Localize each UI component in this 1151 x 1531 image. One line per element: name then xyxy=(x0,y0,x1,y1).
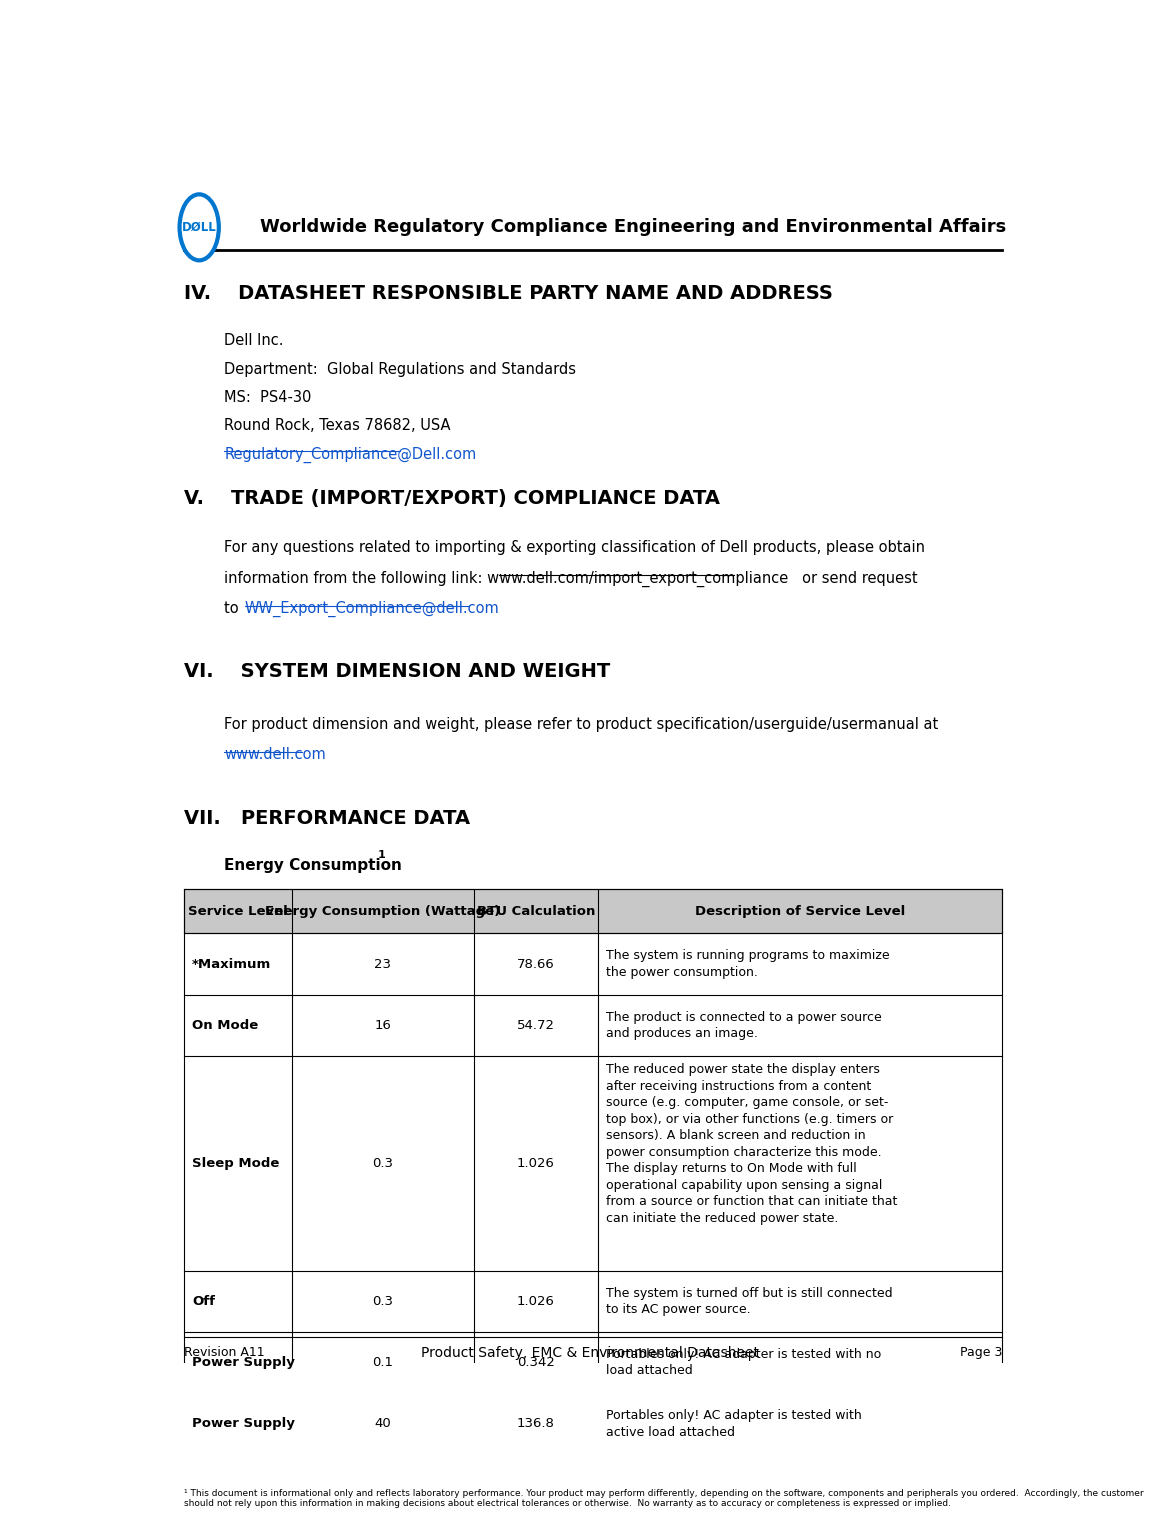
FancyBboxPatch shape xyxy=(184,1393,1003,1454)
Text: 78.66: 78.66 xyxy=(517,957,555,971)
Text: Revision A11: Revision A11 xyxy=(184,1346,265,1360)
Text: Power Supply: Power Supply xyxy=(192,1356,295,1369)
Text: 0.1: 0.1 xyxy=(372,1356,394,1369)
Text: 1.026: 1.026 xyxy=(517,1295,555,1307)
Text: Product Safety, EMC & Environmental Datasheet: Product Safety, EMC & Environmental Data… xyxy=(421,1346,759,1360)
Text: IV.    DATASHEET RESPONSIBLE PARTY NAME AND ADDRESS: IV. DATASHEET RESPONSIBLE PARTY NAME AND… xyxy=(184,283,833,303)
Text: For any questions related to importing & exporting classification of Dell produc: For any questions related to importing &… xyxy=(224,540,925,554)
FancyBboxPatch shape xyxy=(184,934,1003,995)
FancyBboxPatch shape xyxy=(184,1271,1003,1332)
Text: Off: Off xyxy=(192,1295,215,1307)
Text: The system is running programs to maximize
the power consumption.: The system is running programs to maximi… xyxy=(605,949,890,978)
Text: WW_Export_Compliance@dell.com: WW_Export_Compliance@dell.com xyxy=(245,602,500,617)
Text: *Maximum: *Maximum xyxy=(192,957,272,971)
Text: Energy Consumption: Energy Consumption xyxy=(224,857,402,873)
FancyBboxPatch shape xyxy=(184,888,1003,934)
Text: V.    TRADE (IMPORT/EXPORT) COMPLIANCE DATA: V. TRADE (IMPORT/EXPORT) COMPLIANCE DATA xyxy=(184,488,721,508)
Text: 54.72: 54.72 xyxy=(517,1020,555,1032)
Text: The system is turned off but is still connected
to its AC power source.: The system is turned off but is still co… xyxy=(605,1286,892,1317)
Text: VII.   PERFORMANCE DATA: VII. PERFORMANCE DATA xyxy=(184,808,470,828)
Text: The product is connected to a power source
and produces an image.: The product is connected to a power sour… xyxy=(605,1010,882,1040)
Text: Regulatory_Compliance@Dell.com: Regulatory_Compliance@Dell.com xyxy=(224,447,477,462)
Text: Department:  Global Regulations and Standards: Department: Global Regulations and Stand… xyxy=(224,361,577,377)
FancyBboxPatch shape xyxy=(184,1056,1003,1271)
Text: 23: 23 xyxy=(374,957,391,971)
Text: 0.342: 0.342 xyxy=(517,1356,555,1369)
Text: 0.3: 0.3 xyxy=(372,1157,394,1170)
Ellipse shape xyxy=(180,194,219,260)
Text: information from the following link: www.dell.com/import_export_compliance   or : information from the following link: www… xyxy=(224,571,917,586)
Text: MS:  PS4-30: MS: PS4-30 xyxy=(224,390,312,406)
FancyBboxPatch shape xyxy=(184,995,1003,1056)
Text: For product dimension and weight, please refer to product specification/userguid: For product dimension and weight, please… xyxy=(224,717,938,732)
Text: Portables only! AC adapter is tested with
active load attached: Portables only! AC adapter is tested wit… xyxy=(605,1409,862,1439)
Text: Energy Consumption (Wattage): Energy Consumption (Wattage) xyxy=(265,905,501,917)
Text: DØLL: DØLL xyxy=(182,220,216,234)
Text: 16: 16 xyxy=(374,1020,391,1032)
Text: Power Supply: Power Supply xyxy=(192,1418,295,1430)
Text: Round Rock, Texas 78682, USA: Round Rock, Texas 78682, USA xyxy=(224,418,451,433)
Text: 0.3: 0.3 xyxy=(372,1295,394,1307)
Text: ¹ This document is informational only and reflects laboratory performance. Your : ¹ This document is informational only an… xyxy=(184,1488,1144,1508)
Text: 1: 1 xyxy=(378,850,386,860)
Text: 1.026: 1.026 xyxy=(517,1157,555,1170)
Text: 136.8: 136.8 xyxy=(517,1418,555,1430)
Text: Sleep Mode: Sleep Mode xyxy=(192,1157,280,1170)
Text: VI.    SYSTEM DIMENSION AND WEIGHT: VI. SYSTEM DIMENSION AND WEIGHT xyxy=(184,663,610,681)
Text: Service Level: Service Level xyxy=(188,905,288,917)
Text: 40: 40 xyxy=(374,1418,391,1430)
Text: On Mode: On Mode xyxy=(192,1020,258,1032)
Text: Description of Service Level: Description of Service Level xyxy=(695,905,905,917)
Text: Worldwide Regulatory Compliance Engineering and Environmental Affairs: Worldwide Regulatory Compliance Engineer… xyxy=(260,219,1006,236)
Text: The reduced power state the display enters
after receiving instructions from a c: The reduced power state the display ente… xyxy=(605,1063,898,1225)
Text: Portables only! AC adapter is tested with no
load attached: Portables only! AC adapter is tested wit… xyxy=(605,1347,882,1378)
Text: www.dell.com: www.dell.com xyxy=(224,747,326,762)
FancyBboxPatch shape xyxy=(184,1332,1003,1393)
Text: BTU Calculation: BTU Calculation xyxy=(477,905,595,917)
Text: to: to xyxy=(224,602,243,615)
Text: Dell Inc.: Dell Inc. xyxy=(224,334,283,349)
Text: Page 3: Page 3 xyxy=(960,1346,1003,1360)
